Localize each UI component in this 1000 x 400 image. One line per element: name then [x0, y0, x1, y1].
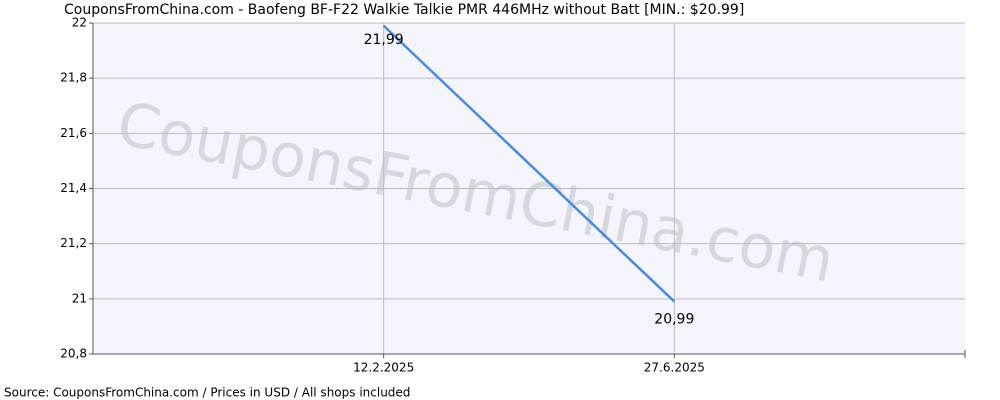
y-tick-label: 21,6: [60, 126, 87, 140]
x-tick-label: 12.2.2025: [353, 361, 414, 375]
y-tick-label: 22: [72, 16, 87, 30]
source-note: Source: CouponsFromChina.com / Prices in…: [4, 386, 410, 400]
value-label: 21,99: [364, 32, 404, 48]
series-line: [382, 24, 676, 303]
value-label: 20,99: [654, 312, 694, 328]
y-tick-label: 21,2: [60, 236, 87, 250]
y-tick-label: 21,8: [60, 71, 87, 85]
chart-title: CouponsFromChina.com - Baofeng BF-F22 Wa…: [64, 2, 744, 18]
y-tick-label: 21,4: [60, 181, 87, 195]
x-tick-label: 27.6.2025: [644, 361, 705, 375]
y-tick-label: 21: [72, 291, 87, 305]
y-tick-label: 20,8: [60, 347, 87, 361]
